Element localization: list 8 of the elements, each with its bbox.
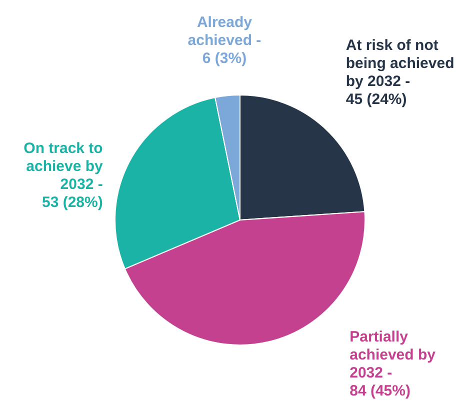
slice-label: Partially achieved by 2032 -	[350, 328, 436, 382]
data-label: 84 (45%)	[350, 382, 410, 400]
slice-label: Already achieved -	[188, 14, 262, 49]
slice-label: On track to achieve by 2032 -	[24, 140, 104, 193]
data-label: 45 (24%)	[346, 90, 407, 108]
data-label: 6 (3%)	[202, 50, 247, 67]
slice-label: At risk of not being achieved by 2032 -	[346, 36, 454, 90]
data-label: 53 (28%)	[42, 194, 103, 211]
